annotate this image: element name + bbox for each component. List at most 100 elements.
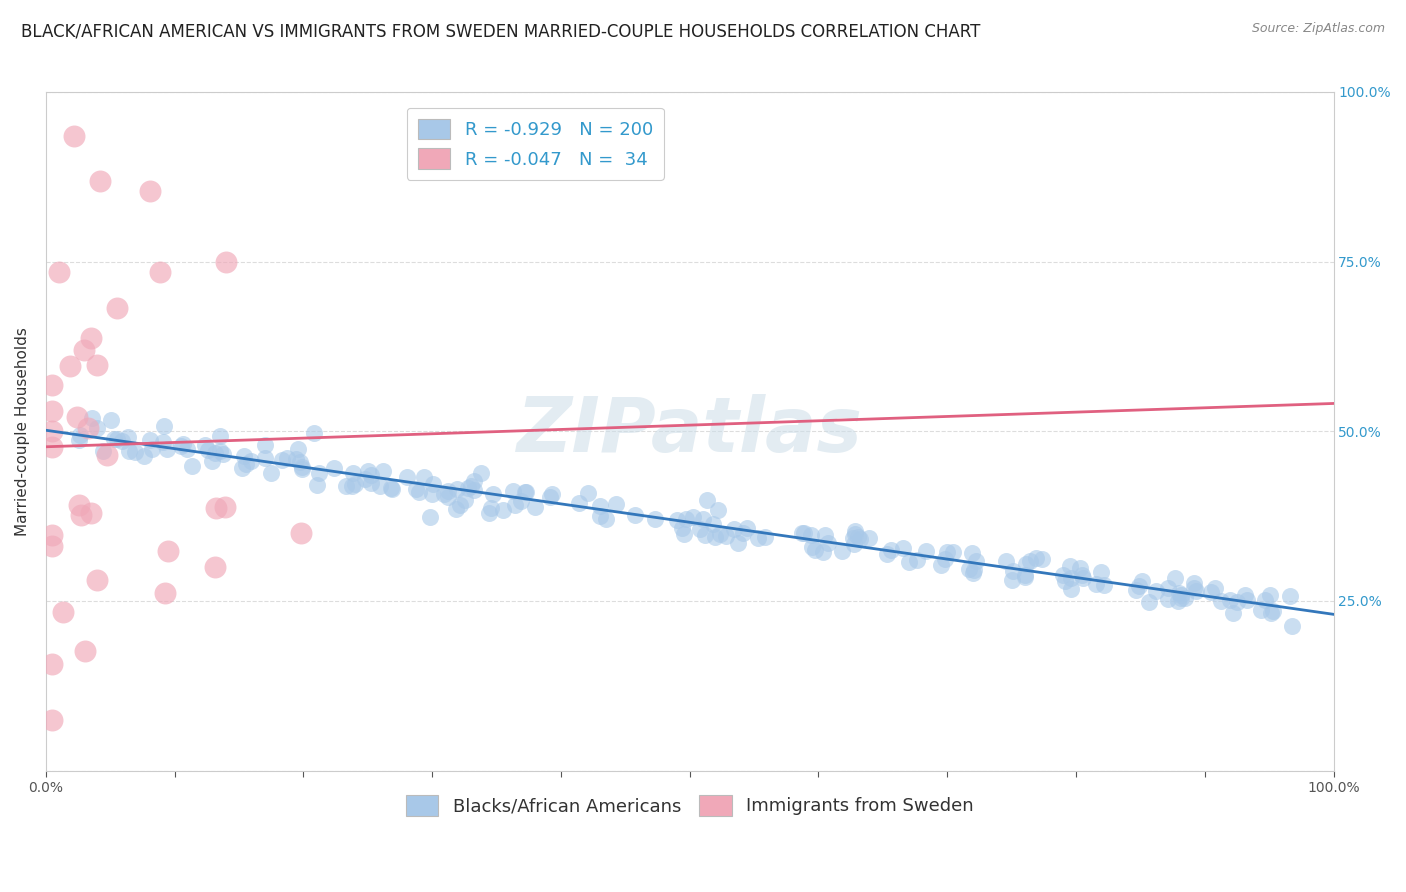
Point bbox=[492, 502, 515, 516]
Point bbox=[67, 498, 90, 512]
Y-axis label: Married-couple Households: Married-couple Households bbox=[15, 326, 30, 536]
Point bbox=[215, 254, 238, 268]
Point bbox=[482, 487, 505, 501]
Point bbox=[1182, 575, 1205, 590]
Point bbox=[48, 265, 70, 279]
Point bbox=[644, 512, 666, 526]
Point bbox=[1281, 619, 1303, 633]
Point bbox=[463, 483, 485, 498]
Point bbox=[170, 439, 193, 453]
Point bbox=[898, 555, 921, 569]
Point bbox=[523, 500, 546, 515]
Point bbox=[793, 526, 815, 541]
Point bbox=[1261, 604, 1284, 618]
Point bbox=[342, 466, 364, 480]
Point bbox=[1258, 588, 1281, 602]
Point bbox=[59, 359, 82, 374]
Point bbox=[233, 449, 256, 463]
Point bbox=[1001, 573, 1024, 587]
Point bbox=[117, 430, 139, 444]
Point bbox=[287, 442, 309, 457]
Point bbox=[891, 541, 914, 555]
Point bbox=[1174, 591, 1197, 605]
Point bbox=[89, 174, 111, 188]
Point bbox=[156, 442, 179, 456]
Point bbox=[994, 553, 1017, 567]
Point bbox=[66, 410, 89, 425]
Point bbox=[1170, 591, 1192, 605]
Point bbox=[814, 527, 837, 541]
Point bbox=[152, 434, 174, 449]
Point bbox=[692, 511, 714, 525]
Point bbox=[693, 527, 716, 541]
Point bbox=[800, 528, 823, 542]
Point bbox=[709, 527, 731, 541]
Text: Source: ZipAtlas.com: Source: ZipAtlas.com bbox=[1251, 22, 1385, 36]
Point bbox=[260, 466, 283, 480]
Point bbox=[689, 522, 711, 536]
Point bbox=[204, 446, 226, 460]
Point bbox=[960, 546, 983, 560]
Point bbox=[76, 421, 98, 435]
Point bbox=[343, 477, 366, 491]
Point bbox=[208, 444, 231, 458]
Point bbox=[41, 404, 63, 418]
Point bbox=[73, 343, 96, 357]
Point bbox=[1070, 567, 1092, 582]
Point bbox=[803, 543, 825, 558]
Point bbox=[800, 540, 823, 554]
Point bbox=[73, 644, 96, 658]
Point bbox=[201, 454, 224, 468]
Point bbox=[41, 528, 63, 542]
Point bbox=[605, 497, 627, 511]
Point bbox=[1059, 582, 1081, 596]
Point bbox=[371, 464, 394, 478]
Text: ZIPatlas: ZIPatlas bbox=[517, 394, 863, 468]
Point bbox=[381, 482, 404, 496]
Point bbox=[879, 543, 901, 558]
Point bbox=[41, 539, 63, 553]
Point bbox=[235, 458, 257, 472]
Point bbox=[1002, 564, 1025, 578]
Point bbox=[181, 459, 204, 474]
Point bbox=[86, 420, 108, 434]
Point bbox=[149, 265, 172, 279]
Point bbox=[1279, 589, 1302, 603]
Point bbox=[962, 563, 984, 577]
Point bbox=[368, 478, 391, 492]
Point bbox=[194, 438, 217, 452]
Point bbox=[156, 543, 179, 558]
Point bbox=[176, 442, 198, 456]
Point bbox=[408, 484, 430, 499]
Point bbox=[754, 530, 776, 544]
Point bbox=[696, 492, 718, 507]
Point bbox=[139, 433, 162, 447]
Point bbox=[1059, 559, 1081, 574]
Point bbox=[444, 501, 467, 516]
Point bbox=[1226, 595, 1249, 609]
Point bbox=[502, 483, 524, 498]
Point bbox=[957, 562, 980, 576]
Point bbox=[96, 449, 118, 463]
Point bbox=[1071, 571, 1094, 585]
Point bbox=[1254, 593, 1277, 607]
Point bbox=[41, 424, 63, 438]
Point bbox=[858, 531, 880, 545]
Point bbox=[1018, 554, 1040, 568]
Point bbox=[111, 434, 134, 449]
Point bbox=[1014, 570, 1036, 584]
Point bbox=[335, 479, 357, 493]
Point bbox=[1014, 568, 1036, 582]
Point bbox=[208, 429, 231, 443]
Point bbox=[842, 532, 865, 546]
Point bbox=[1167, 594, 1189, 608]
Point bbox=[671, 521, 693, 535]
Legend: Blacks/African Americans, Immigrants from Sweden: Blacks/African Americans, Immigrants fro… bbox=[398, 788, 981, 822]
Point bbox=[849, 532, 872, 546]
Point bbox=[69, 428, 91, 442]
Point bbox=[419, 509, 441, 524]
Point bbox=[460, 479, 482, 493]
Point bbox=[412, 469, 434, 483]
Text: BLACK/AFRICAN AMERICAN VS IMMIGRANTS FROM SWEDEN MARRIED-COUPLE HOUSEHOLDS CORRE: BLACK/AFRICAN AMERICAN VS IMMIGRANTS FRO… bbox=[21, 22, 980, 40]
Point bbox=[70, 508, 93, 523]
